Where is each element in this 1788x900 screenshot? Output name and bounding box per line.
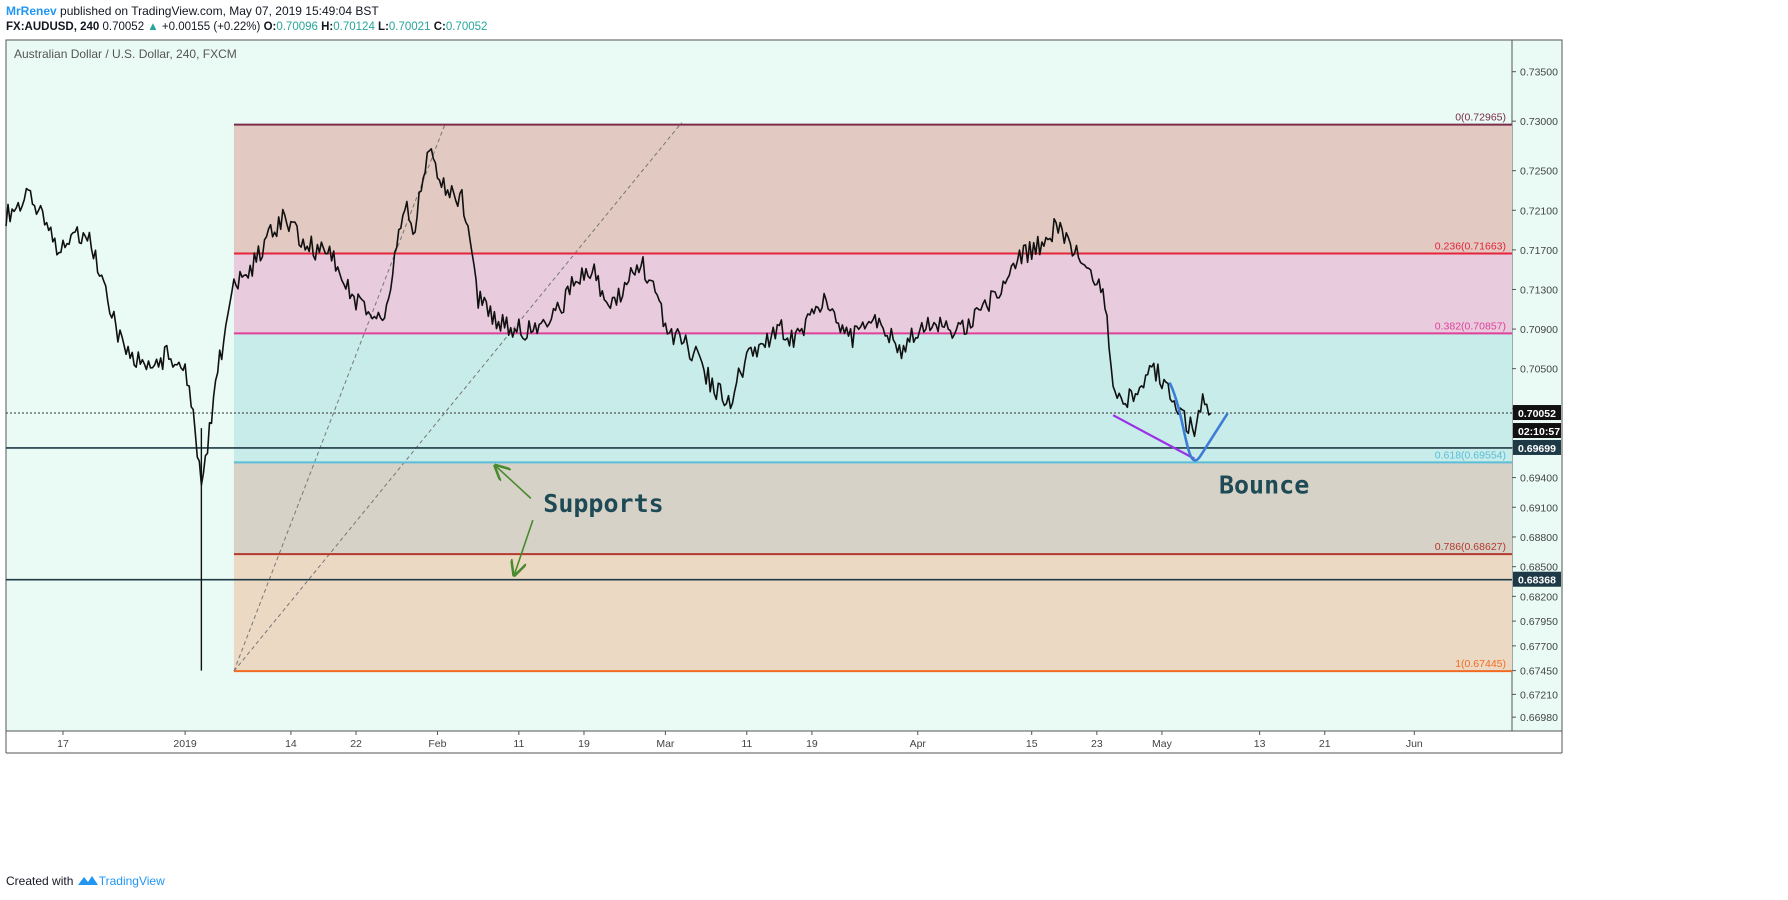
y-tick-label-1: 0.73000 bbox=[1520, 116, 1558, 128]
fib-zone-0.618 bbox=[233, 462, 1512, 555]
bounce-curve bbox=[1168, 382, 1229, 462]
bearish-trendline bbox=[1112, 414, 1196, 460]
created-with-text: Created with bbox=[6, 874, 74, 888]
high-label: H: bbox=[321, 21, 334, 33]
x-tick-label-5: 11 bbox=[513, 738, 524, 750]
x-tick-label-13: May bbox=[1152, 738, 1173, 750]
y-tick-label-10: 0.69400 bbox=[1520, 473, 1558, 485]
x-tick-label-6: 19 bbox=[578, 738, 590, 750]
footer: Created with TradingView bbox=[6, 874, 165, 889]
x-tick-label-3: 22 bbox=[350, 738, 362, 750]
price-label-3: 0.68368 bbox=[1518, 575, 1556, 587]
open-value: 0.70096 bbox=[276, 21, 318, 33]
close-value: 0.70052 bbox=[445, 21, 488, 33]
x-tick-label-16: Jun bbox=[1406, 738, 1423, 750]
y-tick-label-17: 0.67450 bbox=[1520, 666, 1558, 678]
price-label-box-0 bbox=[1513, 405, 1561, 421]
y-tick-label-15: 0.67950 bbox=[1520, 616, 1558, 628]
x-tick-label-7: Mar bbox=[656, 738, 675, 750]
y-tick-label-5: 0.71300 bbox=[1520, 284, 1558, 296]
fib-zone-0 bbox=[233, 124, 1512, 254]
y-tick-label-16: 0.67700 bbox=[1520, 641, 1558, 653]
author-link[interactable]: MrRenev bbox=[6, 4, 57, 18]
y-tick-label-2: 0.72500 bbox=[1520, 166, 1558, 178]
close-label: C: bbox=[433, 21, 446, 33]
up-arrow-icon: ▲ bbox=[147, 21, 159, 33]
y-tick-label-0: 0.73500 bbox=[1520, 67, 1558, 79]
low-value: 0.70021 bbox=[388, 21, 431, 33]
y-tick-label-18: 0.67210 bbox=[1520, 689, 1558, 701]
y-tick-label-13: 0.68500 bbox=[1520, 562, 1558, 574]
x-tick-label-10: Apr bbox=[910, 738, 927, 750]
annotation-bounce: Bounce bbox=[1219, 470, 1309, 499]
last-price: 0.70052 bbox=[102, 21, 145, 33]
x-tick-label-9: 19 bbox=[806, 738, 818, 750]
open-label: O: bbox=[263, 21, 277, 33]
y-tick-label-6: 0.70900 bbox=[1520, 324, 1558, 336]
price-label-0: 0.70052 bbox=[1518, 408, 1556, 420]
fib-label-1: 1(0.67445) bbox=[1455, 658, 1506, 670]
x-tick-label-4: Feb bbox=[428, 738, 446, 750]
low-label: L: bbox=[378, 21, 389, 33]
support-arrow-lower bbox=[515, 519, 534, 573]
y-tick-label-4: 0.71700 bbox=[1520, 245, 1558, 257]
fib-zone-0.236 bbox=[233, 253, 1512, 334]
price-label-box-2 bbox=[1513, 439, 1561, 455]
price-label-1: 02:10:57 bbox=[1518, 426, 1560, 438]
y-tick-label-14: 0.68200 bbox=[1520, 591, 1558, 603]
y-tick-label-11: 0.69100 bbox=[1520, 502, 1558, 514]
price-label-box-3 bbox=[1513, 571, 1561, 587]
fib-zone-0.382 bbox=[233, 333, 1512, 463]
high-value: 0.70124 bbox=[333, 21, 375, 33]
x-tick-label-11: 15 bbox=[1026, 738, 1038, 750]
x-tick-label-14: 13 bbox=[1254, 738, 1266, 750]
tradingview-brand-link[interactable]: TradingView bbox=[98, 874, 165, 888]
fib-label-0.236: 0.236(0.71663) bbox=[1435, 241, 1506, 253]
tradingview-logo-icon[interactable] bbox=[77, 874, 99, 889]
fib-label-0.618: 0.618(0.69554) bbox=[1435, 449, 1506, 461]
publish-info: MrRenev published on TradingView.com, Ma… bbox=[6, 4, 379, 18]
fib-label-0: 0(0.72965) bbox=[1455, 112, 1506, 124]
x-tick-label-15: 21 bbox=[1319, 738, 1331, 750]
price-series bbox=[5, 148, 1212, 486]
published-text: published on TradingView.com, May 07, 20… bbox=[60, 4, 379, 18]
y-tick-label-12: 0.68800 bbox=[1520, 532, 1558, 544]
chart-title: Australian Dollar / U.S. Dollar, 240, FX… bbox=[14, 47, 237, 61]
support-arrow-upper bbox=[496, 467, 532, 499]
fib-trend-line-2 bbox=[233, 122, 683, 672]
x-tick-label-0: 17 bbox=[57, 738, 69, 750]
x-tick-label-1: 2019 bbox=[173, 738, 197, 750]
symbol-info: FX:AUDUSD, 240 0.70052 ▲ +0.00155 (+0.22… bbox=[6, 21, 487, 33]
y-tick-label-7: 0.70500 bbox=[1520, 364, 1558, 376]
fib-label-0.382: 0.382(0.70857) bbox=[1435, 320, 1506, 332]
price-label-box-1 bbox=[1513, 423, 1561, 439]
annotation-supports: Supports bbox=[543, 489, 663, 518]
symbol-label: FX:AUDUSD, 240 bbox=[6, 21, 100, 33]
y-tick-label-3: 0.72100 bbox=[1520, 205, 1558, 217]
fib-label-0.786: 0.786(0.68627) bbox=[1435, 541, 1506, 553]
x-tick-label-2: 14 bbox=[285, 738, 297, 750]
fib-zone-0.786 bbox=[233, 554, 1512, 672]
price-label-2: 0.69699 bbox=[1518, 443, 1556, 455]
y-tick-label-19: 0.66980 bbox=[1520, 712, 1558, 724]
x-tick-label-8: 11 bbox=[741, 738, 752, 750]
x-tick-label-12: 23 bbox=[1091, 738, 1103, 750]
price-change: +0.00155 (+0.22%) bbox=[161, 21, 261, 33]
